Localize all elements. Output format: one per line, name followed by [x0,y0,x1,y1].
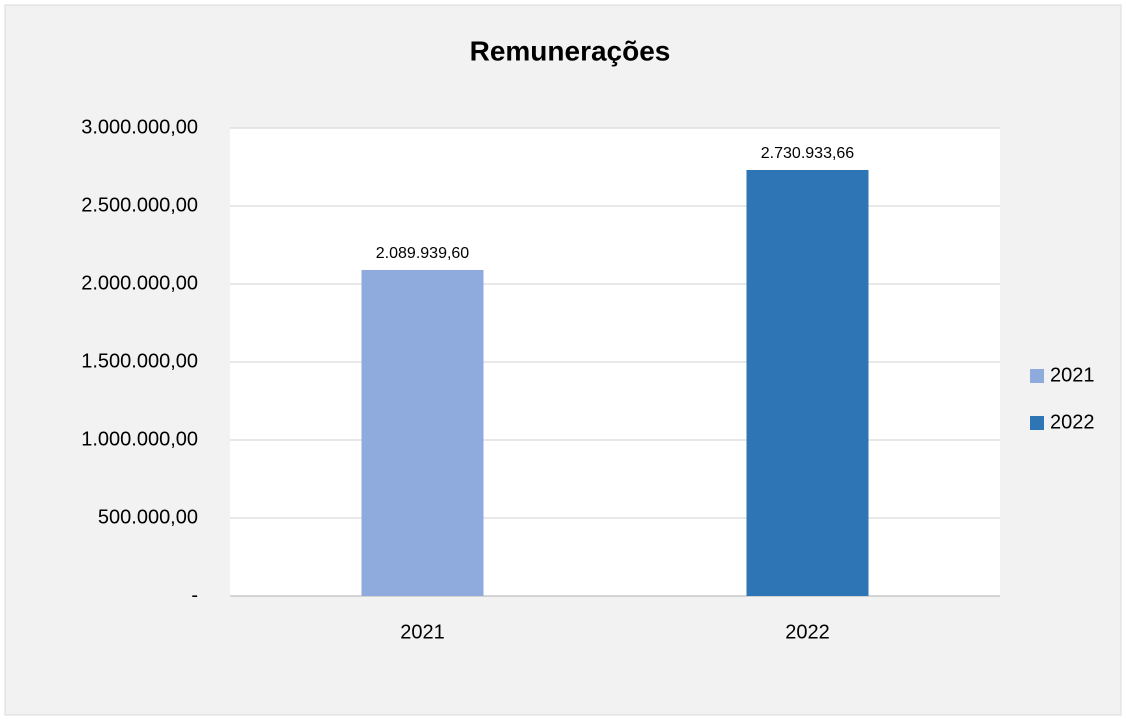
y-tick-label: 2.500.000,00 [81,194,198,216]
y-tick-label: - [191,584,198,606]
legend-label: 2021 [1050,364,1095,386]
x-tick-label: 2021 [400,621,445,643]
y-tick-label: 1.000.000,00 [81,428,198,450]
legend-label: 2022 [1050,411,1095,433]
legend-swatch [1030,369,1044,383]
bar [746,169,869,596]
chart-title: Remunerações [470,35,671,66]
data-label: 2.730.933,66 [761,145,855,162]
x-tick-label: 2022 [785,621,830,643]
y-tick-label: 2.000.000,00 [81,272,198,294]
data-label: 2.089.939,60 [376,245,470,262]
y-tick-label: 1.500.000,00 [81,350,198,372]
legend-swatch [1030,416,1044,430]
bar [361,269,484,596]
y-tick-label: 500.000,00 [98,506,198,528]
y-tick-label: 3.000.000,00 [81,116,198,138]
